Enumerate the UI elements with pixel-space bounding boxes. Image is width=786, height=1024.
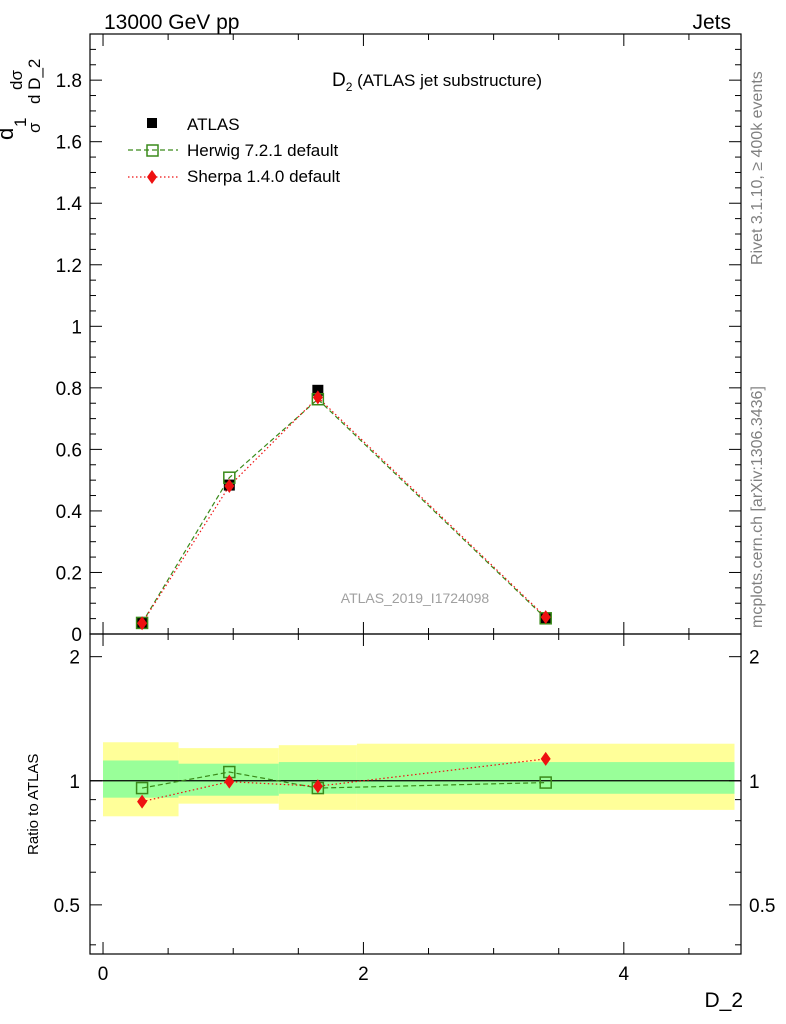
rivet-version-label: Rivet 3.1.10, ≥ 400k events xyxy=(749,71,766,265)
data-point-sherpa xyxy=(540,610,551,625)
band-green xyxy=(103,760,179,798)
series-line-herwig xyxy=(141,398,547,624)
ylabel-d: d xyxy=(0,128,18,140)
header-energy-label: 13000 GeV pp xyxy=(104,11,239,34)
main-y-tick-label: 1.2 xyxy=(56,256,82,277)
main-y-tick-label: 1 xyxy=(71,317,82,338)
legend-herwig-label: Herwig 7.2.1 default xyxy=(187,141,338,160)
data-point-sherpa xyxy=(224,479,235,493)
ratio-line-herwig xyxy=(141,771,546,789)
data-point-herwig xyxy=(539,776,552,789)
legend-atlas-marker xyxy=(147,118,157,128)
data-point-atlas xyxy=(312,384,324,396)
ratio-y-tick-label-right: 0.5 xyxy=(749,896,775,917)
ratio-axes: 0.5 0.5 1 1 2 2 0 2 4 xyxy=(54,634,775,985)
legend-atlas-label: ATLAS xyxy=(187,115,240,134)
main-y-tick-label: 0.4 xyxy=(56,502,83,523)
main-axes: 0 0.2 0.4 0.6 0.8 1 1.2 1.4 1.6 1.8 xyxy=(56,33,741,646)
data-point-herwig xyxy=(135,781,149,795)
main-y-tick-label: 0 xyxy=(71,625,82,646)
ylabel-dsigma: dσ xyxy=(7,70,26,90)
data-point-sherpa xyxy=(224,774,235,789)
mcplots-reference-label: mcplots.cern.ch [arXiv:1306.3436] xyxy=(749,386,766,628)
data-point-sherpa xyxy=(540,751,551,766)
legend-sherpa-marker xyxy=(147,170,157,184)
main-y-axis-label: d 1 σ dσ d D_2 xyxy=(0,59,44,140)
ylabel-sigma: σ xyxy=(25,122,44,133)
x-tick-label: 2 xyxy=(358,964,369,985)
ratio-line-sherpa xyxy=(141,758,546,803)
main-y-tick-label: 0.2 xyxy=(56,563,82,584)
data-point-sherpa xyxy=(312,390,323,405)
ratio-y-tick-label-right: 1 xyxy=(749,772,760,793)
header-process-label: Jets xyxy=(692,11,731,34)
ratio-y-tick-label-right: 2 xyxy=(749,648,760,669)
ratio-panel-frame xyxy=(89,633,742,955)
band-green xyxy=(356,762,735,794)
main-y-tick-label: 0.6 xyxy=(56,440,82,461)
title-rest: (ATLAS jet substructure) xyxy=(352,71,542,90)
legend: ATLAS Herwig 7.2.1 default Sherpa 1.4.0 … xyxy=(128,115,340,186)
title-main: D xyxy=(332,70,346,91)
main-y-tick-label: 0.8 xyxy=(56,379,82,400)
title-sub: 2 xyxy=(346,80,353,94)
ratio-y-tick-label: 0.5 xyxy=(54,896,80,917)
main-y-tick-label: 1.4 xyxy=(56,194,83,215)
ratio-y-axis-label: Ratio to ATLAS xyxy=(25,754,42,855)
legend-sherpa-label: Sherpa 1.4.0 default xyxy=(187,167,340,186)
x-tick-label: 4 xyxy=(619,964,630,985)
main-title: D2 (ATLAS jet substructure) xyxy=(332,70,542,94)
data-point-sherpa xyxy=(312,779,323,794)
series-line-sherpa xyxy=(141,396,547,624)
x-tick-label: 0 xyxy=(98,964,109,985)
ratio-bands xyxy=(90,742,741,817)
legend-herwig-marker xyxy=(146,144,159,157)
ylabel-one: 1 xyxy=(11,118,30,127)
main-y-tick-label: 1.6 xyxy=(56,133,82,154)
data-point-sherpa xyxy=(137,794,148,809)
main-series xyxy=(135,384,552,631)
x-axis-label: D_2 xyxy=(704,989,743,1012)
main-y-tick-label: 1.8 xyxy=(56,71,82,92)
analysis-watermark: ATLAS_2019_I1724098 xyxy=(341,590,490,606)
data-point-sherpa xyxy=(137,616,148,631)
ylabel-dd2: d D_2 xyxy=(25,59,44,104)
ratio-y-tick-label: 1 xyxy=(69,772,80,793)
ratio-series xyxy=(135,751,552,809)
ratio-y-tick-label: 2 xyxy=(69,648,80,669)
